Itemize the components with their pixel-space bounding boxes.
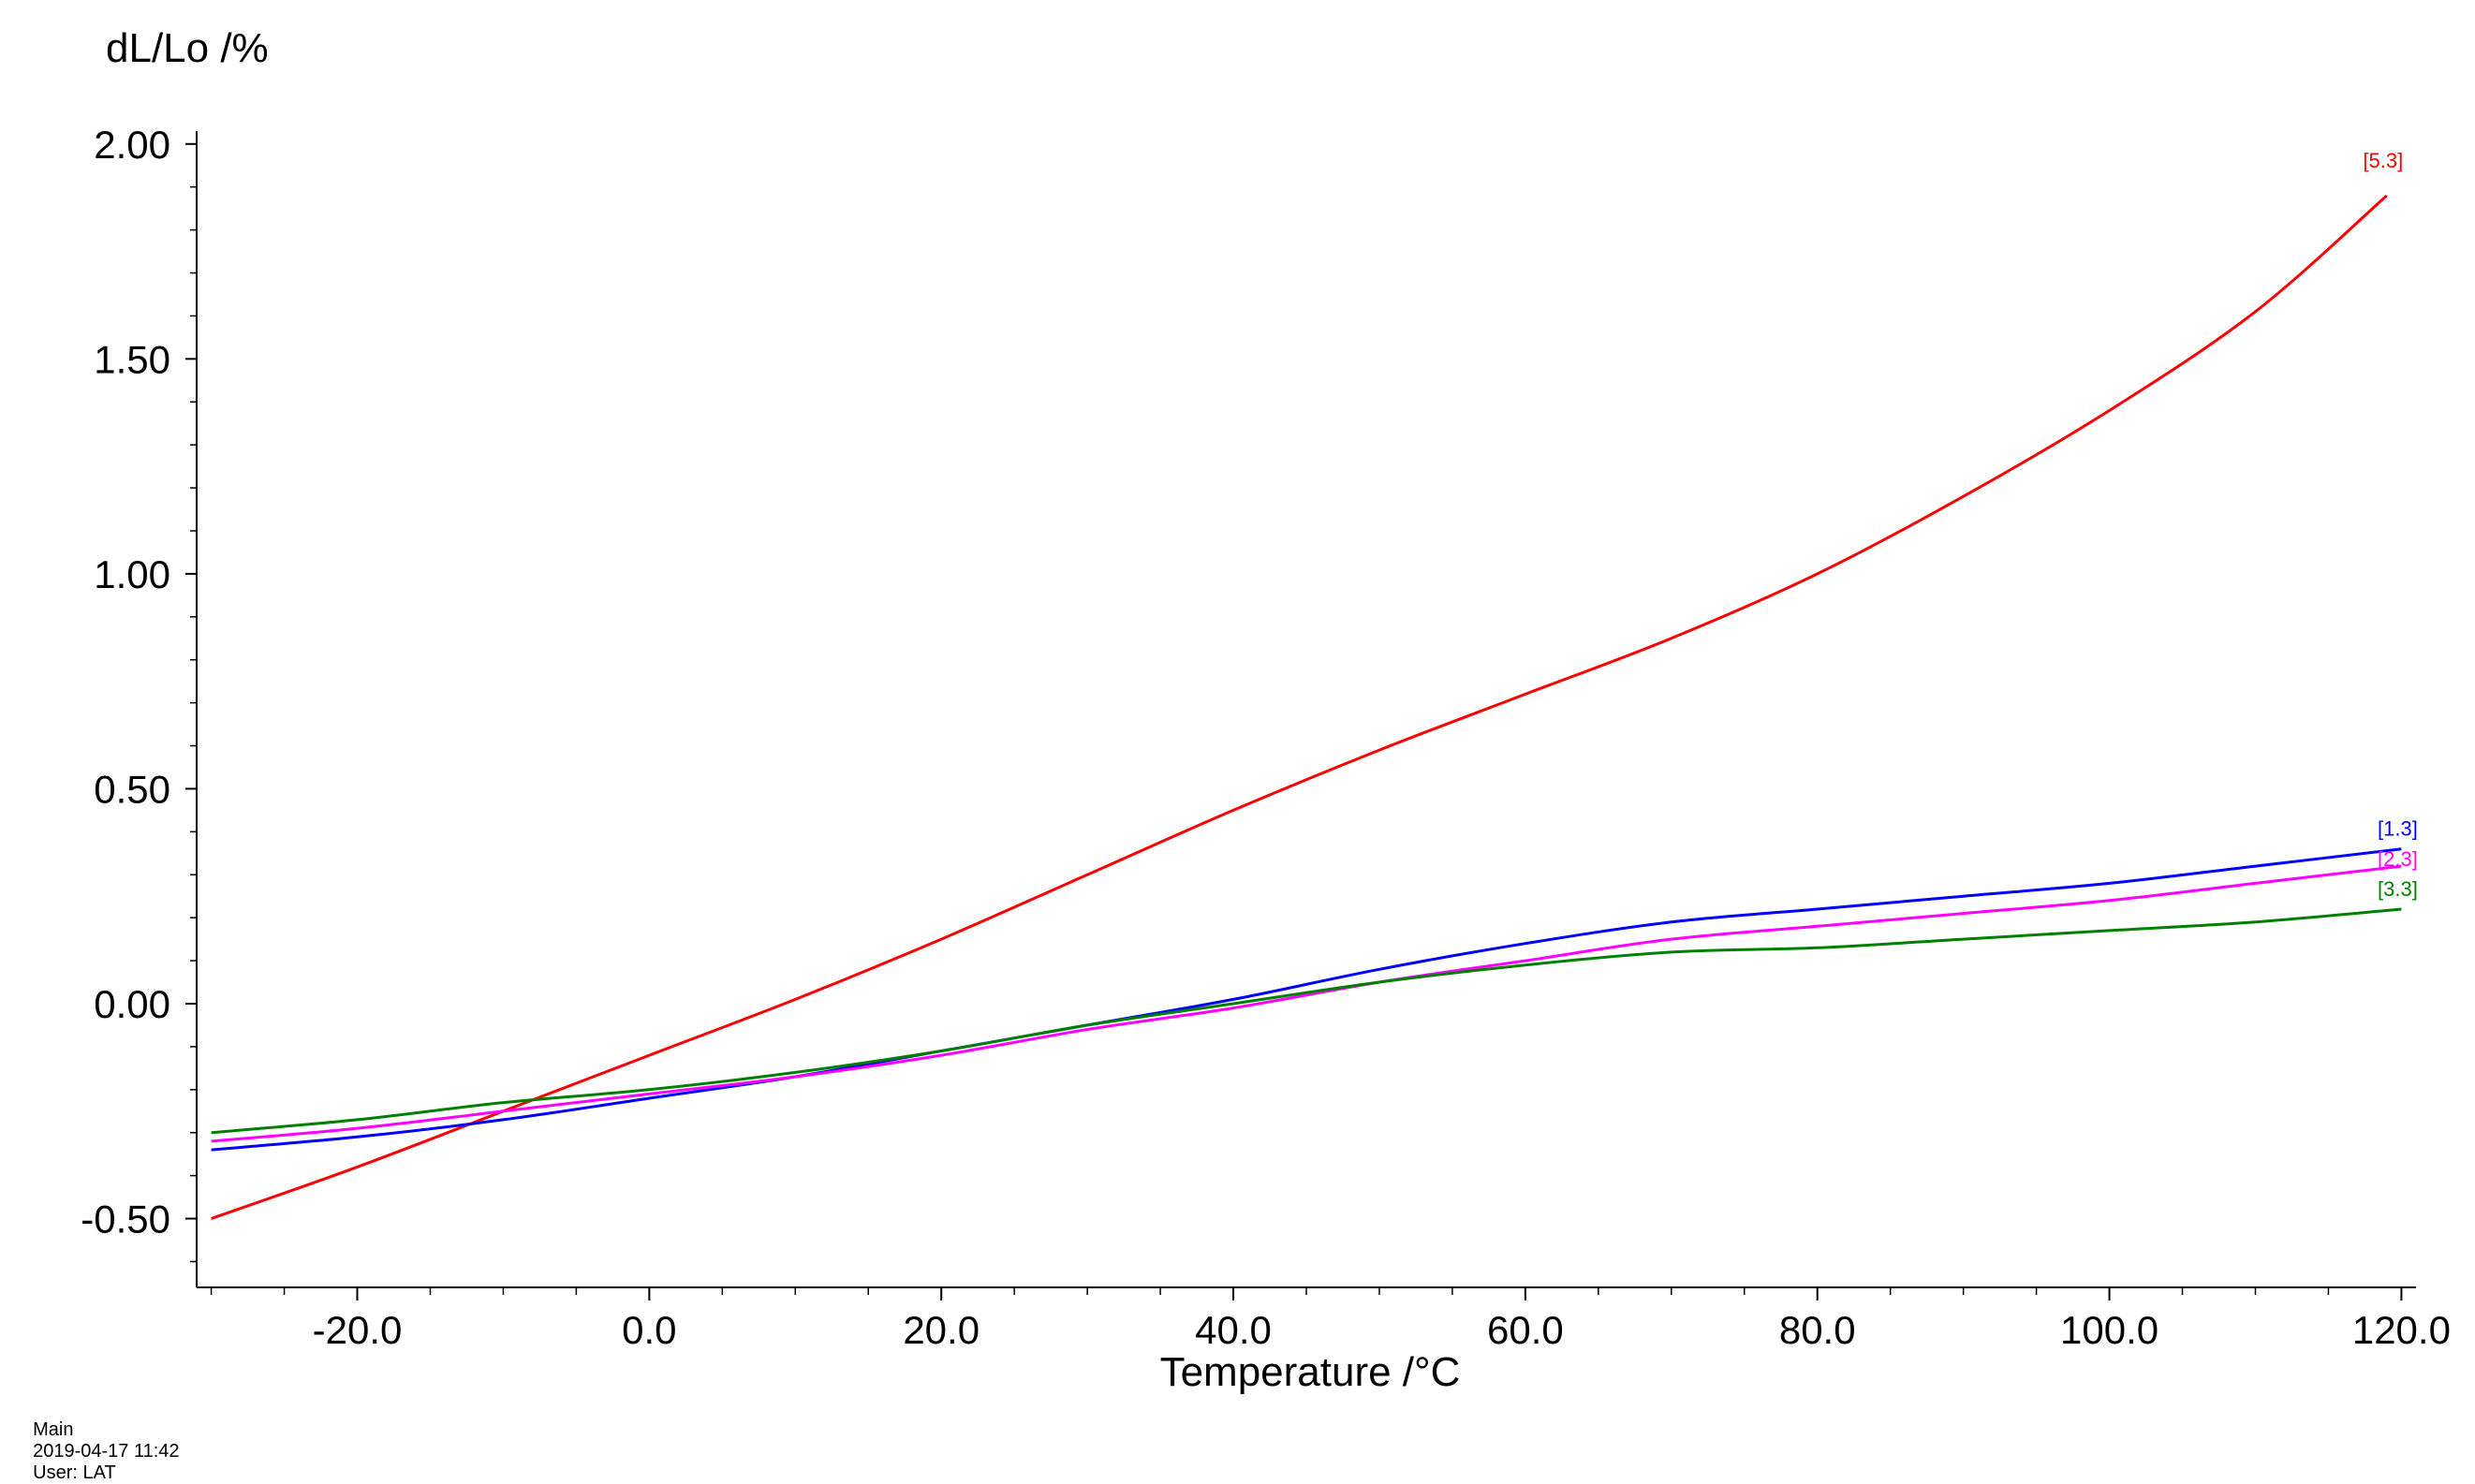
series-end-label: [5.3]	[2363, 149, 2403, 172]
y-axis-title: dL/Lo /%	[106, 25, 269, 71]
x-tick-label: 100.0	[2060, 1308, 2158, 1352]
x-tick-label: -20.0	[313, 1308, 403, 1352]
x-axis-title: Temperature /°C	[1160, 1349, 1461, 1395]
footer-workspace: Main	[33, 1419, 74, 1440]
series-end-label: [1.3]	[2378, 817, 2418, 841]
y-tick-label: 0.50	[94, 767, 170, 811]
x-tick-label: 40.0	[1195, 1308, 1272, 1352]
footer-user: User: LAT	[33, 1462, 116, 1483]
axes	[196, 131, 2416, 1288]
y-tick-label: 1.00	[94, 552, 170, 596]
x-tick-label: 60.0	[1487, 1308, 1564, 1352]
series-end-label: [2.3]	[2378, 847, 2418, 871]
footer-timestamp: 2019-04-17 11:42	[33, 1441, 180, 1462]
x-tick-label: 120.0	[2352, 1308, 2451, 1352]
series-lines	[211, 194, 2402, 1220]
y-tick-label: 0.00	[94, 982, 170, 1026]
status-footer: Main 2019-04-17 11:42 User: LAT	[22, 1398, 208, 1484]
x-tick-label: 80.0	[1779, 1308, 1856, 1352]
y-tick-label: 1.50	[94, 337, 170, 381]
x-tick-label: 0.0	[622, 1308, 676, 1352]
series-line--3-3-	[211, 907, 2402, 1135]
x-tick-label: 20.0	[903, 1308, 980, 1352]
y-tick-label: 2.00	[94, 123, 170, 167]
series-line--2-3-	[211, 864, 2402, 1143]
tick-labels: -0.50 0.00 0.50 1.00 1.50 2.00 -20.0 0.0 20.0 40.…	[81, 123, 2451, 1352]
expansion-chart: -0.50 0.00 0.50 1.00 1.50 2.00 -20.0 0.0 20.0 40.…	[81, 25, 2451, 1395]
series-line--5-3-	[211, 194, 2388, 1220]
y-tick-label: -0.50	[81, 1197, 170, 1242]
series-end-label: [3.3]	[2378, 877, 2418, 901]
series-labels: [5.3] [1.3] [2.3] [3.3]	[2363, 149, 2417, 901]
series-line--1-3-	[211, 847, 2402, 1152]
tick-marks	[185, 142, 2403, 1300]
